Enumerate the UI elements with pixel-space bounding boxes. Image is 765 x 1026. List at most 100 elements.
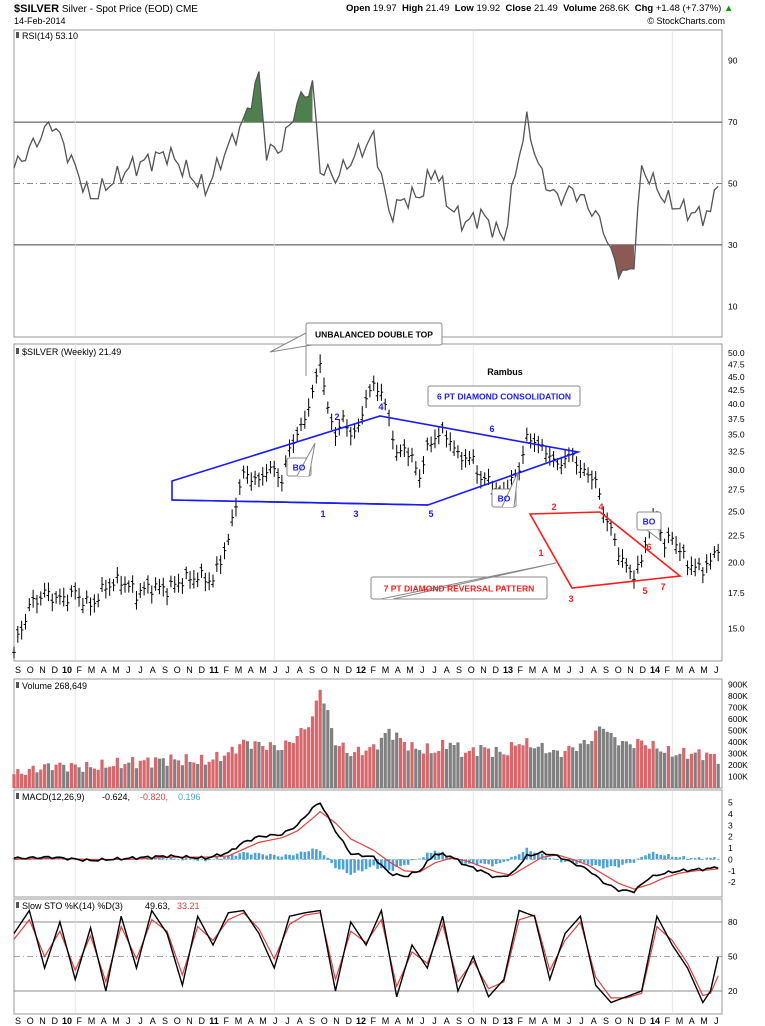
volume-bar [253, 741, 257, 788]
macd-histogram-bar [571, 859, 575, 863]
bo-2-pointer [501, 471, 519, 508]
volume-bar [647, 748, 651, 788]
x-axis-label: F [664, 1016, 670, 1026]
x-axis-label: A [150, 1016, 156, 1026]
macd-histogram-bar [150, 859, 154, 861]
blue-diamond-base [171, 499, 429, 506]
macd-histogram-bar [269, 853, 272, 860]
sto-tick-label: 50 [728, 952, 738, 962]
volume-panel [12, 689, 720, 788]
volume-bar [161, 758, 165, 788]
macd-histogram-bar [594, 859, 598, 865]
price-tick-label: 37.5 [728, 414, 745, 424]
volume-bar [23, 774, 28, 788]
x-axis-label: D [345, 1016, 352, 1026]
x-axis-label: O [174, 1016, 181, 1026]
volume-bar [521, 745, 525, 788]
price-tick-label: 45.0 [728, 372, 745, 382]
macd-histogram-bar [552, 858, 555, 860]
volume-bar [58, 762, 62, 788]
x-axis: S O N D 10 F M A M J J A S O N D 11 F M A M J J A S O N D 12 F M A M J J A S… [15, 665, 718, 1026]
volume-bar [165, 765, 169, 788]
x-axis-label: F [517, 1016, 523, 1026]
macd-histogram-bar [609, 859, 613, 866]
volume-bar [395, 732, 399, 788]
rsi-label-icon [16, 32, 19, 38]
volume-bar [659, 751, 663, 788]
macd-histogram-bar [334, 859, 337, 869]
rsi-oversold-fill [611, 244, 634, 279]
volume-bar [272, 745, 276, 788]
x-axis-label: J [567, 665, 572, 675]
macd-histogram-bar [602, 859, 605, 869]
macd-label: MACD(12,26,9) [22, 792, 85, 802]
rsi-tick-label: 10 [728, 301, 738, 311]
volume-bar [211, 759, 215, 788]
volume-bar [552, 749, 556, 788]
x-axis-label: N [186, 1016, 193, 1026]
x-axis-label: M [529, 1016, 537, 1026]
red-point-label: 7 [660, 582, 665, 592]
volume-bar [375, 749, 380, 788]
exchange: CME [175, 4, 198, 15]
macd-histogram-bar [651, 851, 655, 860]
x-axis-label: M [406, 1016, 414, 1026]
x-axis-label: O [174, 665, 181, 675]
macd-histogram-bar [116, 857, 119, 860]
macd-histogram-bar [215, 856, 219, 860]
macd-histogram-bar [16, 857, 20, 860]
x-axis-label: J [273, 1016, 278, 1026]
volume-bar [705, 752, 709, 788]
volume-bar [356, 746, 361, 788]
volume-bar [594, 730, 598, 788]
volume-bar [111, 766, 116, 788]
volume-bar [284, 740, 288, 788]
macd-histogram-bar [709, 857, 712, 860]
x-axis-label: N [186, 665, 193, 675]
volume-tick-label: 200K [728, 760, 748, 770]
x-axis-label: 13 [503, 1016, 513, 1026]
macd-histogram-bar [659, 854, 663, 860]
macd-histogram-bar [161, 857, 165, 860]
volume-bar [525, 738, 529, 788]
volume-bar [77, 767, 81, 788]
macd-histogram-bar [632, 859, 636, 863]
volume-label: Volume 268,649 [22, 681, 87, 691]
macd-histogram-bar [663, 855, 666, 860]
volume-bar [180, 765, 184, 788]
volume-bar [689, 753, 693, 788]
volume-bar [563, 750, 567, 788]
volume-bar [620, 740, 625, 788]
volume-bar [12, 774, 16, 788]
x-axis-label: N [480, 1016, 487, 1026]
volume-bar [498, 751, 502, 788]
x-axis-label: N [39, 1016, 46, 1026]
x-axis-label: J [420, 665, 425, 675]
macd-histogram-bar [353, 859, 356, 873]
volume-bar [345, 752, 349, 788]
x-axis-label: N [627, 665, 634, 675]
volume-bar [574, 750, 579, 788]
volume-bar [268, 742, 273, 788]
sto-k-line [13, 908, 719, 1004]
volume-bar [456, 742, 460, 788]
macd-histogram-bar [387, 859, 391, 871]
macd-histogram-bar [242, 851, 245, 860]
red-diamond-7pt [528, 511, 683, 589]
x-axis-label: 14 [650, 1016, 660, 1026]
macd-histogram-bar [276, 856, 280, 860]
x-axis-label: O [321, 665, 328, 675]
x-axis-label: M [235, 1016, 243, 1026]
x-axis-label: D [198, 1016, 205, 1026]
volume-bar [463, 752, 468, 788]
x-axis-label: S [603, 1016, 609, 1026]
red-point-label: 6 [646, 542, 651, 552]
macd-histogram-bar [403, 859, 406, 866]
volume-tick-label: 600K [728, 714, 748, 724]
volume-bar [326, 710, 330, 788]
macd-histogram-bar [716, 858, 720, 860]
x-axis-label: A [248, 1016, 254, 1026]
macd-histogram-bar [445, 856, 448, 860]
x-axis-label: 10 [62, 1016, 72, 1026]
macd-histogram-bar [253, 852, 257, 860]
